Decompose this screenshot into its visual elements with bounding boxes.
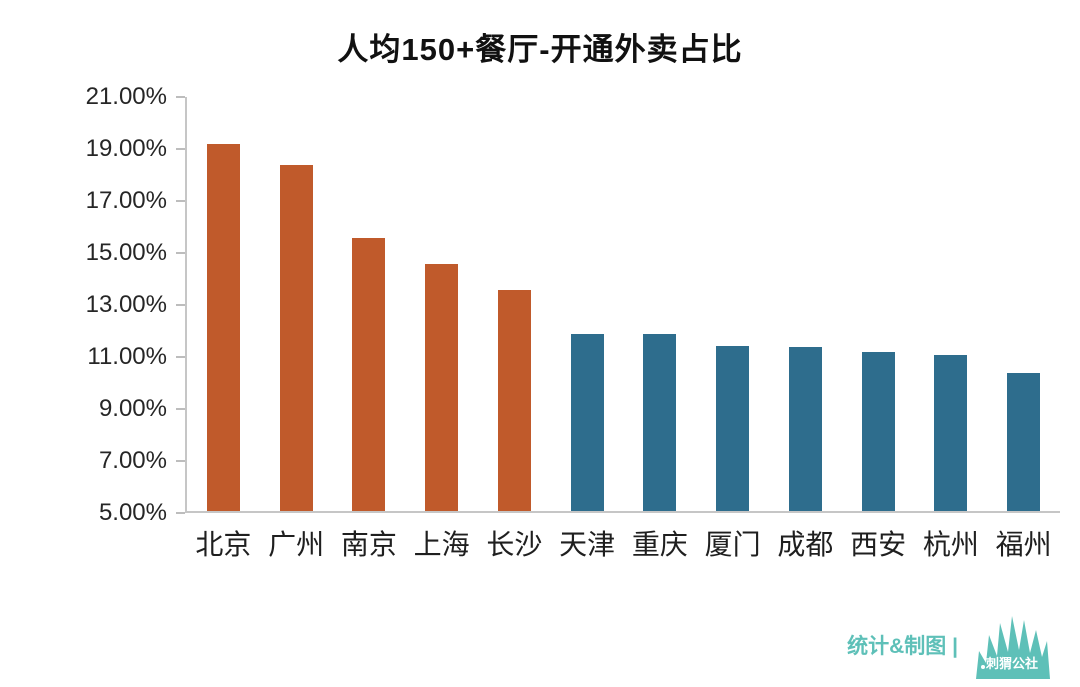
bar-column — [551, 97, 624, 511]
y-tick-mark — [176, 460, 185, 462]
y-axis: 5.00% 7.00% 9.00% 11.00% 13.00% 15.00% 17.00% 1… — [20, 83, 185, 526]
bar-column — [405, 97, 478, 511]
y-tick-mark — [176, 200, 185, 202]
bar-9 — [861, 352, 895, 511]
bar-column — [769, 97, 842, 511]
bar-8 — [788, 347, 822, 511]
footer: 统计&制图 | 刺猬公社 — [847, 609, 1054, 681]
bar-7 — [716, 345, 750, 511]
x-axis-label: 成都 — [777, 529, 834, 560]
y-tick-mark — [176, 96, 185, 98]
y-tick-label: 7.00% — [98, 447, 167, 474]
y-tick-label: 9.00% — [98, 395, 167, 422]
x-axis-label: 长沙 — [486, 529, 543, 560]
bar-11 — [1007, 373, 1041, 511]
chart-title: 人均150+餐厅-开通外卖占比 — [337, 32, 743, 67]
bar-4 — [497, 290, 531, 511]
x-axis-label: 厦门 — [704, 529, 761, 560]
plot-area — [185, 97, 1060, 513]
x-axis-label: 广州 — [268, 529, 325, 560]
y-tick-label: 5.00% — [98, 499, 167, 526]
x-axis-label: 南京 — [340, 529, 397, 560]
bar-1 — [279, 165, 313, 511]
bar-column — [478, 97, 551, 511]
x-axis-label: 上海 — [413, 529, 470, 560]
y-tick-label: 21.00% — [85, 83, 167, 110]
hedgehog-icon — [976, 616, 1050, 679]
y-tick-mark — [176, 356, 185, 358]
credit-text: 统计&制图 | — [847, 635, 958, 658]
x-axis-label: 重庆 — [631, 529, 688, 560]
y-tick-label: 11.00% — [87, 343, 167, 370]
y-tick-label: 19.00% — [85, 135, 167, 162]
x-axis: 北京 广州 南京 上海 长沙 天津 重庆 厦门 成都 西安 杭州 福州 — [187, 523, 1060, 563]
bar-column — [187, 97, 260, 511]
y-tick-label: 15.00% — [85, 239, 167, 266]
x-axis-label: 北京 — [195, 529, 252, 560]
hedgehog-logo: 刺猬公社 — [970, 609, 1054, 681]
bar-10 — [934, 355, 968, 511]
x-axis-label: 西安 — [850, 529, 907, 560]
bar-column — [915, 97, 988, 511]
bar-6 — [643, 334, 677, 511]
bar-5 — [570, 334, 604, 511]
y-tick-label: 17.00% — [85, 187, 167, 214]
bar-column — [696, 97, 769, 511]
x-axis-label: 杭州 — [922, 529, 979, 560]
bar-column — [333, 97, 406, 511]
bar-column — [624, 97, 697, 511]
y-tick-mark — [176, 304, 185, 306]
hedgehog-eye — [981, 665, 985, 669]
x-axis-label: 福州 — [995, 529, 1052, 560]
x-axis-label: 天津 — [559, 529, 616, 560]
y-tick-mark — [176, 148, 185, 150]
bar-column — [987, 97, 1060, 511]
y-tick-label: 13.00% — [85, 291, 167, 318]
y-tick-mark — [176, 512, 185, 514]
bar-column — [842, 97, 915, 511]
y-tick-mark — [176, 408, 185, 410]
bar-3 — [425, 264, 459, 511]
chart: 5.00% 7.00% 9.00% 11.00% 13.00% 15.00% 17.00% 1… — [20, 83, 1060, 526]
bar-column — [260, 97, 333, 511]
bar-2 — [352, 238, 386, 511]
brand-name: 刺猬公社 — [985, 656, 1039, 671]
y-tick-mark — [176, 252, 185, 254]
hedgehog-spikes-shape — [976, 616, 1050, 679]
bar-0 — [206, 144, 240, 511]
